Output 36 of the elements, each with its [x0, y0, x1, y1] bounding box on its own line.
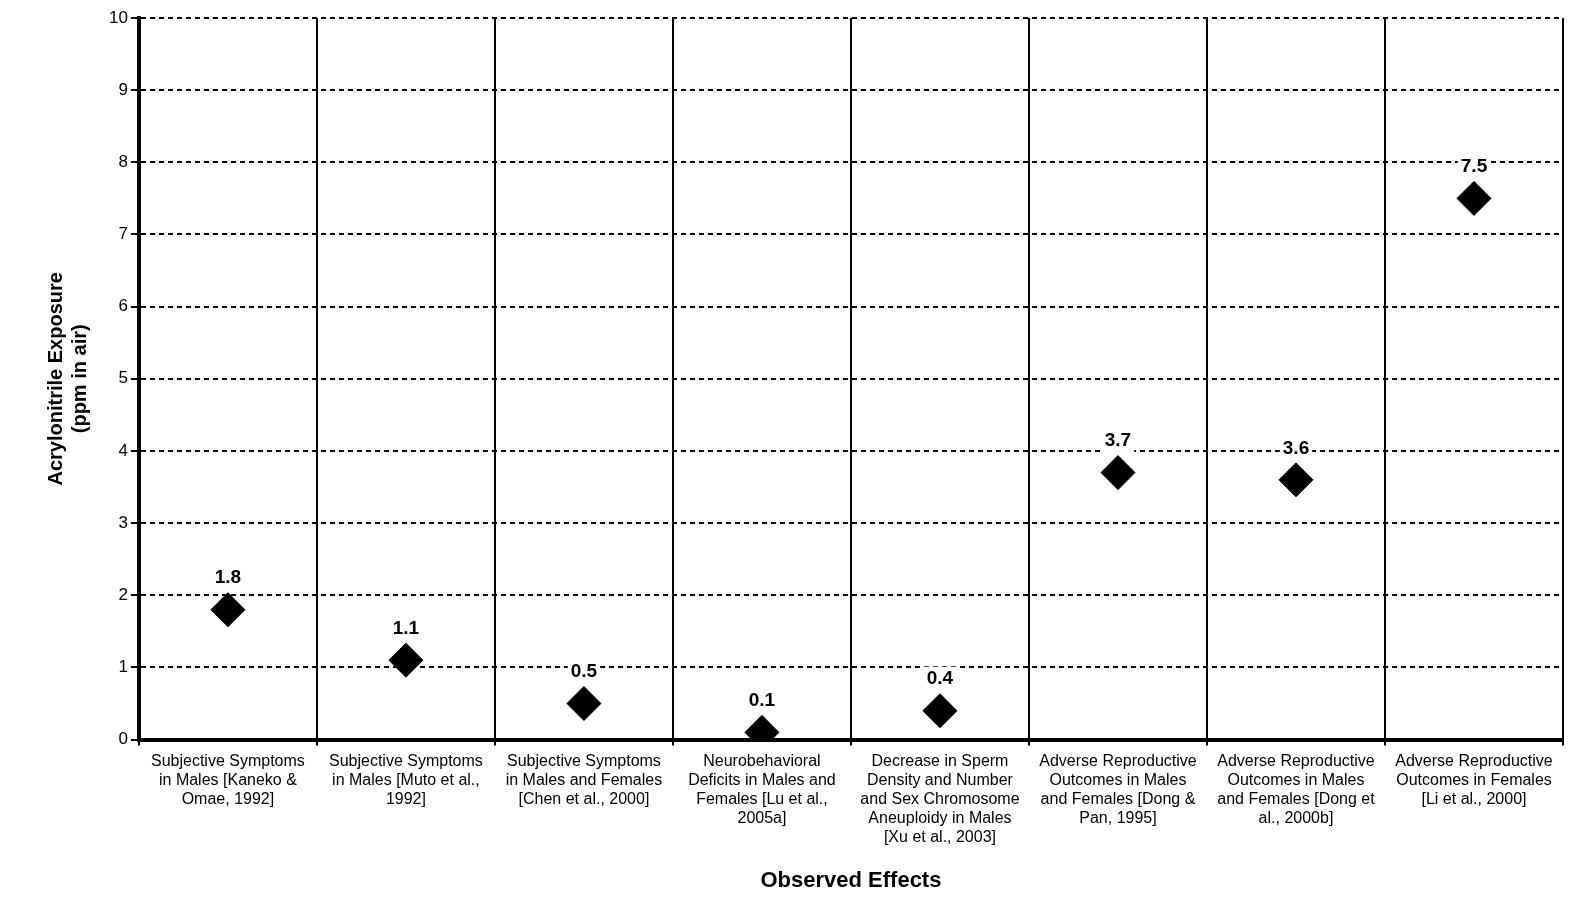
y-tick-label: 2 — [118, 584, 128, 604]
y-tick-label: 10 — [108, 7, 128, 27]
data-label: 0.4 — [926, 667, 954, 689]
y-tick-label: 1 — [118, 657, 128, 677]
y-tick-label: 7 — [118, 224, 128, 244]
y-tick-label: 0 — [118, 729, 128, 749]
point — [1456, 180, 1492, 216]
y-tick-label: 5 — [118, 368, 128, 388]
point — [1278, 462, 1314, 498]
y-tick-label: 6 — [118, 296, 128, 316]
y-axis-title: Acrylonitrile Exposure (ppm in air) — [43, 272, 90, 486]
y-tick-label: 3 — [118, 512, 128, 532]
point — [1100, 455, 1136, 491]
y-tick-label: 8 — [118, 152, 128, 172]
data-label: 0.5 — [570, 660, 598, 682]
y-tick-label: 4 — [118, 440, 128, 460]
data-label: 1.8 — [214, 566, 242, 588]
data-label: 3.6 — [1282, 436, 1310, 458]
data-label: 1.1 — [392, 616, 420, 638]
point — [388, 642, 424, 678]
y-tick-label: 9 — [118, 79, 128, 99]
x-tick-label: Subjective Symptoms in Males [Kaneko & Omae, 1992] — [150, 751, 305, 808]
data-label: 0.1 — [748, 689, 776, 711]
x-tick-label: Adverse Reproductive Outcomes in Males and Females [Dong et al., 2000b] — [1217, 751, 1376, 827]
x-tick-label: Neurobehavioral Deficits in Males and Females [Lu et al., 2005a] — [688, 751, 836, 827]
data-label: 3.7 — [1104, 429, 1132, 451]
point — [922, 693, 958, 729]
data-label: 7.5 — [1460, 155, 1488, 177]
x-axis-title: Observed Effects — [760, 866, 942, 892]
x-tick-label: Subjective Symptoms in Males and Females [Chen et al., 2000] — [505, 751, 663, 808]
x-tick-label: Adverse Reproductive Outcomes in Females [Li et al., 2000] — [1395, 751, 1553, 808]
point — [566, 686, 602, 722]
point — [210, 592, 246, 628]
x-tick-label: Adverse Reproductive Outcomes in Males and Females [Dong & Pan, 1995] — [1039, 751, 1197, 827]
x-tick-label: Subjective Symptoms in Males [Muto et al., 1992] — [329, 751, 483, 808]
x-tick-label: Decrease in Sperm Density and Number and Sex Chromosome Aneuploidy in Males [Xu et al., 2003] — [860, 751, 1020, 846]
